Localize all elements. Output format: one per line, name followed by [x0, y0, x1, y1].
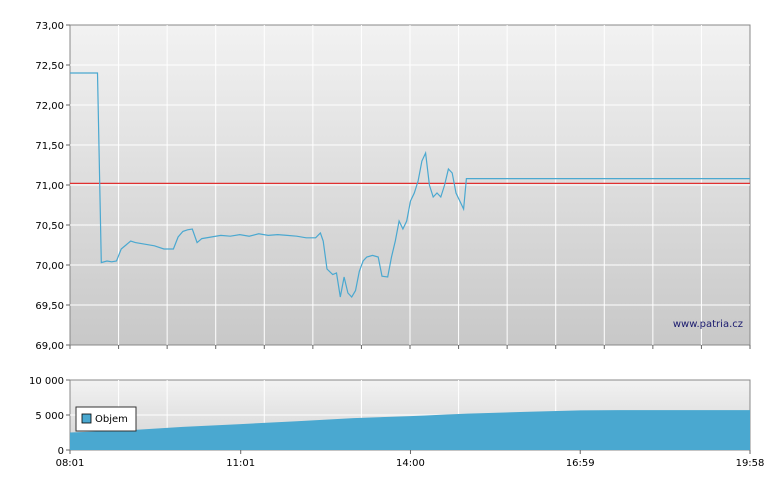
volume-y-tick-label: 5 000 — [35, 411, 64, 422]
volume-series-area — [70, 410, 750, 450]
price-gridlines — [70, 25, 750, 345]
price-y-tick-label: 70,00 — [35, 261, 64, 272]
volume-x-axis: 08:01 11:01 14:00 16:59 19:58 — [56, 450, 765, 469]
price-y-tick-label: 70,50 — [35, 221, 64, 232]
price-y-tick-label: 71,00 — [35, 181, 64, 192]
volume-x-tick-label: 14:00 — [396, 458, 425, 469]
legend-swatch — [81, 413, 92, 424]
price-x-ticks — [69, 345, 751, 349]
price-y-tick-label: 69,00 — [35, 341, 64, 352]
price-y-tick-label: 73,00 — [35, 21, 64, 32]
volume-x-tick-label: 19:58 — [736, 458, 765, 469]
price-y-tick-label: 72,00 — [35, 101, 64, 112]
volume-y-axis: 0 5 000 10 000 — [29, 376, 70, 457]
legend-label: Objem — [95, 414, 128, 425]
volume-x-tick-label: 08:01 — [56, 458, 85, 469]
price-y-tick-label: 71,50 — [35, 141, 64, 152]
price-panel: 69,00 69,50 70,00 70,50 71,00 71,50 72,00 72,50… — [35, 21, 751, 352]
volume-x-tick-label: 16:59 — [566, 458, 595, 469]
watermark: www.patria.cz — [673, 319, 743, 330]
legend: Objem — [75, 406, 137, 432]
volume-panel: 0 5 000 10 000 08:01 11:01 14:00 16:59 19:58 O… — [29, 376, 764, 469]
price-y-tick-label: 72,50 — [35, 61, 64, 72]
price-series-line — [70, 72, 750, 298]
volume-y-tick-label: 10 000 — [29, 376, 64, 387]
price-y-axis: 69,00 69,50 70,00 70,50 71,00 71,50 72,00 72,50… — [35, 21, 70, 352]
volume-x-tick-label: 11:01 — [226, 458, 255, 469]
volume-y-tick-label: 0 — [58, 446, 64, 457]
price-y-tick-label: 69,50 — [35, 301, 64, 312]
